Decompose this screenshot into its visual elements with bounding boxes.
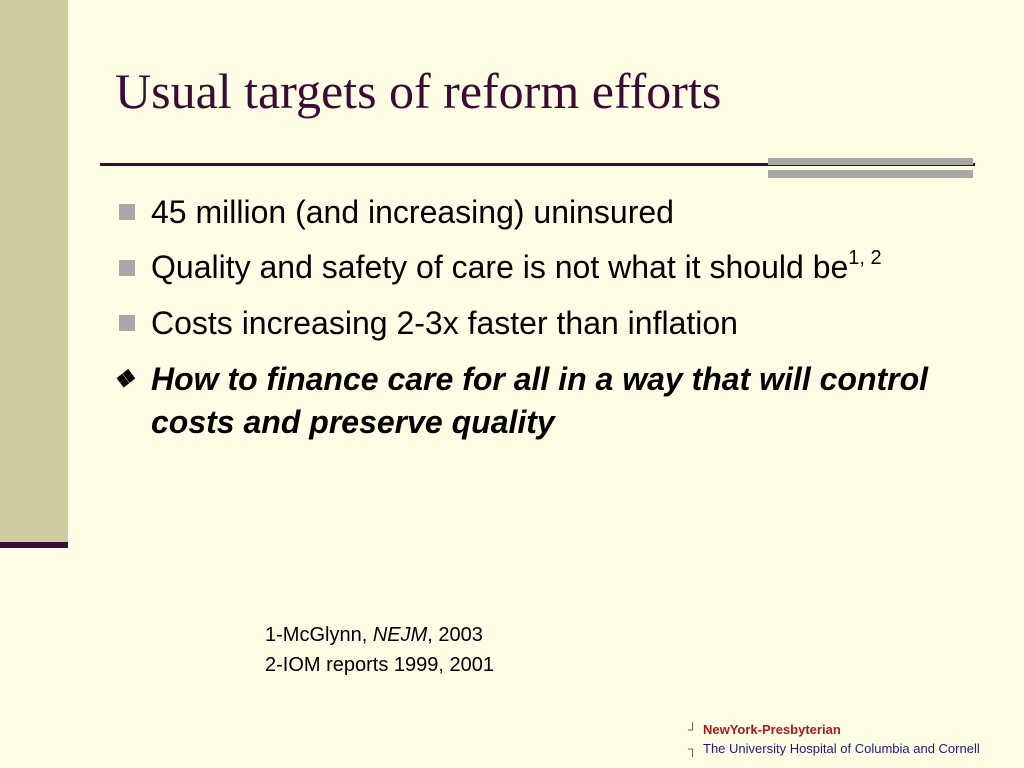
question-item: ❖ How to finance care for all in a way t… [113, 358, 973, 444]
logo-name: NewYork-Presbyterian [703, 722, 841, 737]
diamond-bullet-icon: ❖ [113, 366, 135, 393]
hospital-logo: ┘ NewYork-Presbyterian ┐ The University … [688, 720, 980, 758]
logo-tagline-row: ┐ The University Hospital of Columbia an… [688, 739, 980, 758]
square-bullet-icon [119, 204, 135, 220]
grey-accent-bar-top [768, 158, 973, 165]
bullet-text: Quality and safety of care is not what i… [151, 249, 849, 285]
title-divider-rule [100, 163, 975, 166]
reference-2: 2-IOM reports 1999, 2001 [265, 654, 495, 676]
logo-mark-icon: ┐ [688, 741, 698, 756]
reference-1-author: 1-McGlynn, [265, 624, 373, 646]
square-bullet-icon [119, 260, 135, 276]
left-accent-bar [0, 542, 68, 548]
bullet-item-quality: Quality and safety of care is not what i… [113, 247, 973, 288]
slide-title: Usual targets of reform efforts [115, 63, 722, 119]
bullet-text: 45 million (and increasing) uninsured [151, 194, 674, 230]
bullet-list: 45 million (and increasing) uninsured Qu… [113, 190, 973, 457]
logo-tagline: The University Hospital of Columbia and … [703, 741, 980, 756]
bullet-item-costs: Costs increasing 2-3x faster than inflat… [113, 301, 973, 345]
reference-1-year: , 2003 [427, 624, 483, 646]
question-text: How to finance care for all in a way tha… [151, 361, 929, 440]
reference-1-journal: NEJM [372, 624, 428, 646]
references: 1-McGlynn, NEJM, 2003 2-IOM reports 1999… [265, 620, 494, 680]
square-bullet-icon [119, 315, 135, 331]
bullet-item-uninsured: 45 million (and increasing) uninsured [113, 190, 973, 234]
bullet-text: Costs increasing 2-3x faster than inflat… [151, 305, 738, 341]
logo-mark-icon: ┘ [688, 722, 698, 737]
logo-name-row: ┘ NewYork-Presbyterian [688, 720, 980, 739]
reference-superscript: 1, 2 [848, 247, 882, 269]
grey-accent-bar-bottom [768, 170, 973, 178]
reference-1: 1-McGlynn, NEJM, 2003 [265, 620, 494, 650]
left-decorative-band [0, 0, 68, 545]
